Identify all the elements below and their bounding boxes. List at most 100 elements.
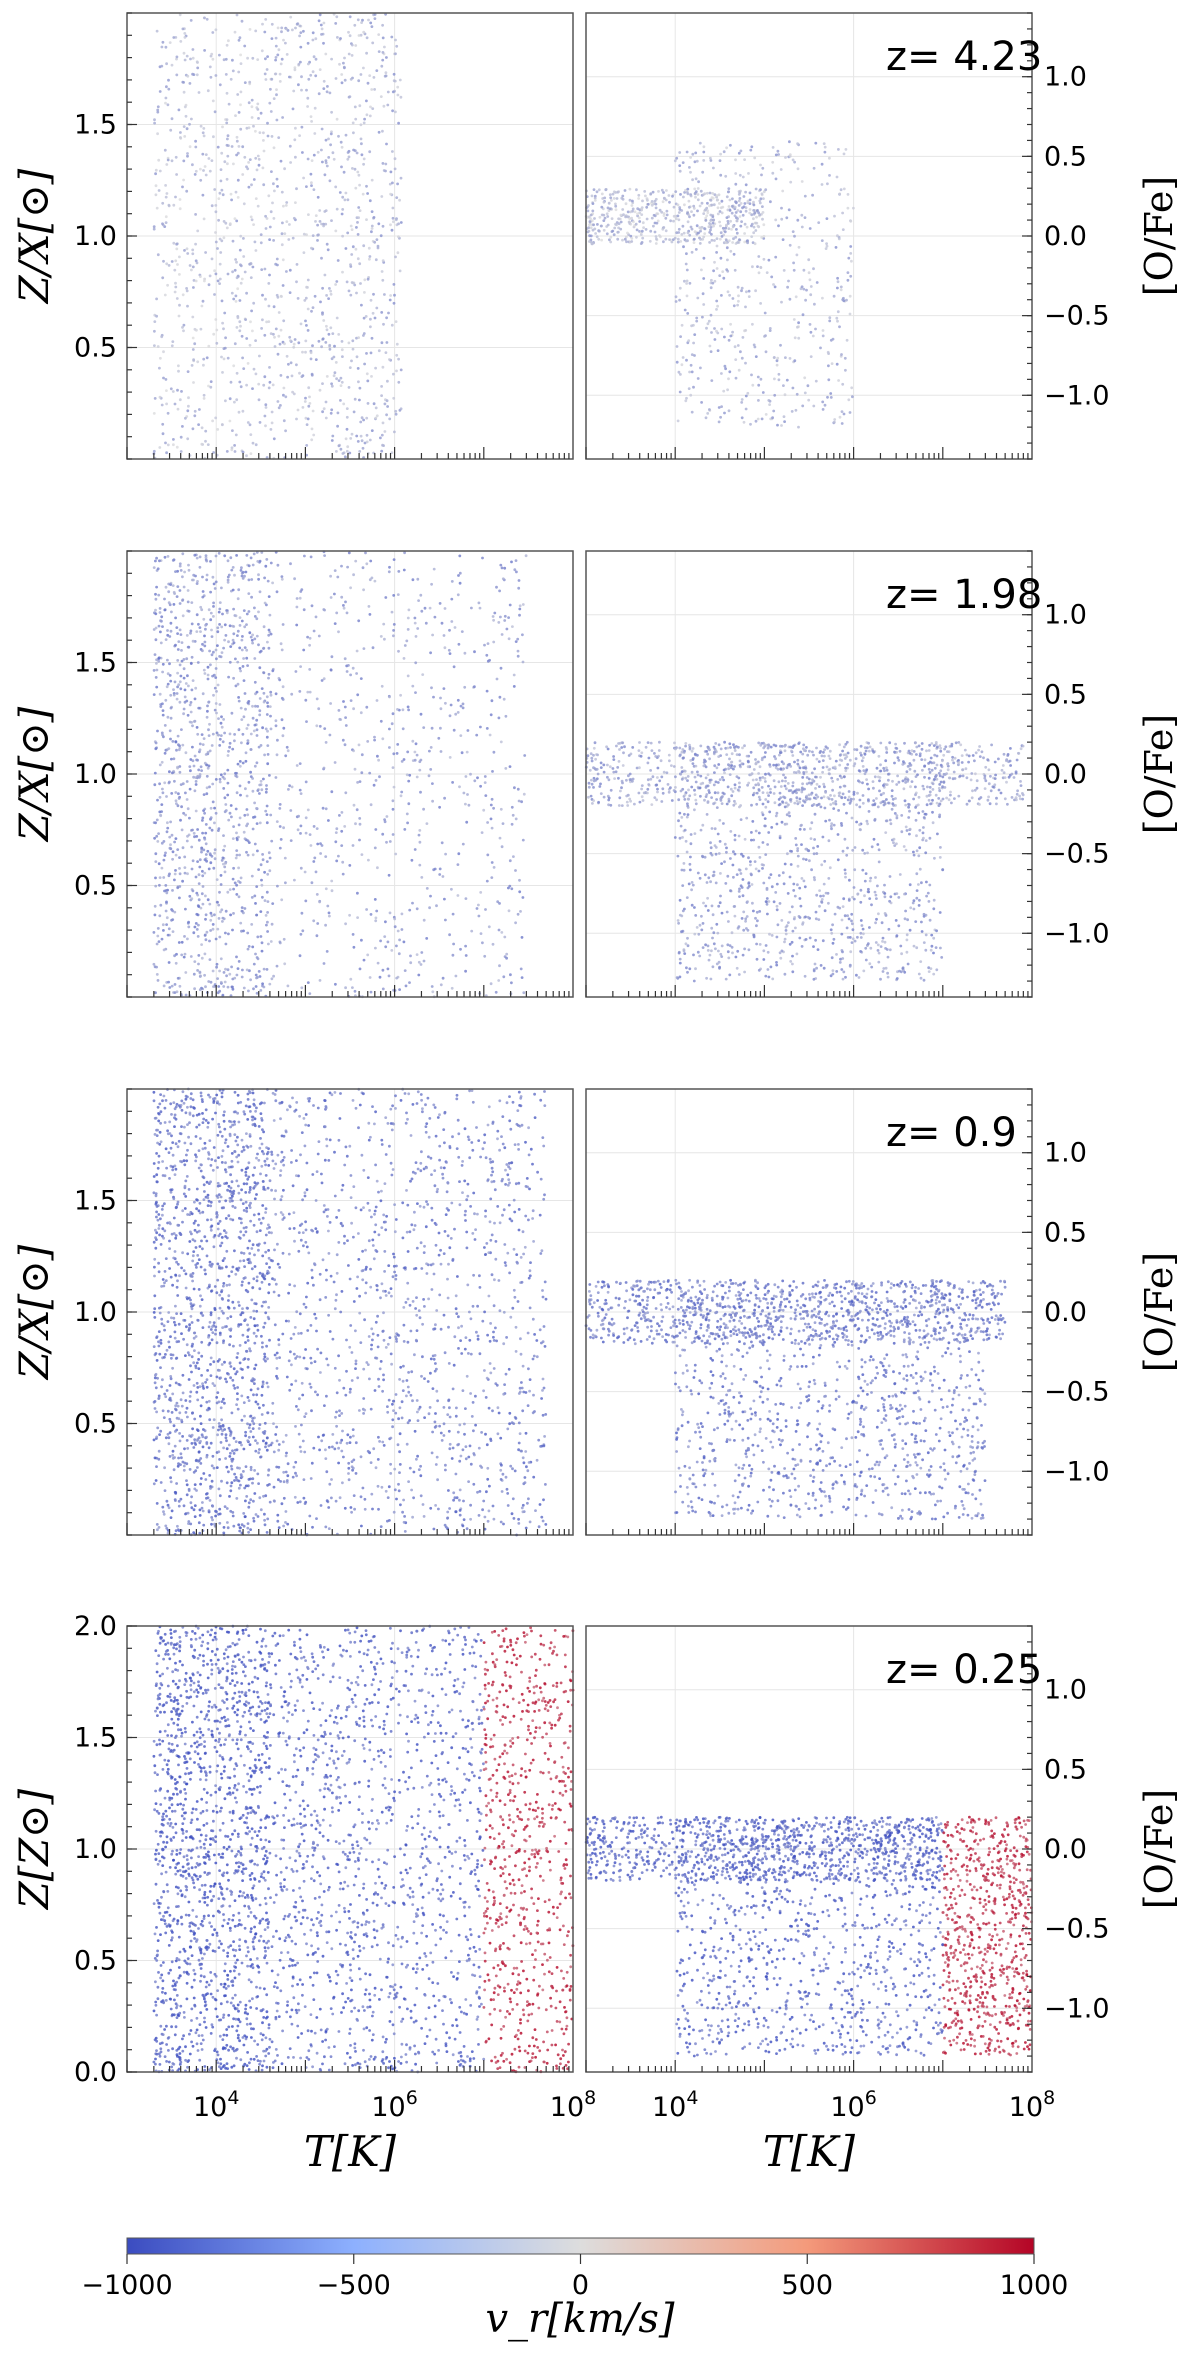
scatter-point xyxy=(396,593,400,596)
scatter-point xyxy=(757,383,761,387)
scatter-point xyxy=(718,274,722,277)
scatter-point xyxy=(224,931,227,935)
scatter-point xyxy=(379,436,382,440)
scatter-point xyxy=(218,935,222,939)
scatter-point xyxy=(195,891,199,895)
scatter-point xyxy=(204,831,208,835)
scatter-point xyxy=(375,238,379,242)
scatter-point xyxy=(698,242,702,245)
scatter-point xyxy=(174,285,178,289)
scatter-point xyxy=(318,724,322,728)
scatter-point xyxy=(431,782,434,785)
scatter-point xyxy=(760,192,764,196)
scatter-point xyxy=(174,616,178,620)
scatter-point xyxy=(344,716,347,719)
scatter-point xyxy=(220,625,224,629)
scatter-point xyxy=(824,247,828,251)
scatter-point xyxy=(202,809,206,812)
scatter-point xyxy=(191,859,195,863)
scatter-point xyxy=(237,699,241,703)
scatter-point xyxy=(586,209,590,213)
scatter-point xyxy=(295,187,298,191)
scatter-point xyxy=(823,150,827,154)
scatter-point xyxy=(200,769,204,772)
scatter-points xyxy=(152,12,403,460)
scatter-point xyxy=(289,562,292,566)
scatter-point xyxy=(365,352,368,355)
scatter-point xyxy=(196,758,200,762)
scatter-point xyxy=(222,236,226,240)
scatter-point xyxy=(618,217,622,221)
scatter-point xyxy=(294,155,297,159)
scatter-point xyxy=(154,676,158,679)
scatter-point xyxy=(219,734,223,737)
scatter-point xyxy=(702,159,706,162)
scatter-point xyxy=(251,265,255,269)
scatter-point xyxy=(399,368,403,372)
scatter-point xyxy=(916,803,920,807)
scatter-point xyxy=(827,364,830,368)
scatter-point xyxy=(345,280,349,284)
scatter-point xyxy=(181,326,184,329)
scatter-point xyxy=(654,235,658,238)
scatter-point xyxy=(340,212,344,216)
scatter-point xyxy=(231,239,235,243)
scatter-point xyxy=(177,364,180,368)
scatter-point xyxy=(635,228,639,232)
scatter-point xyxy=(392,372,395,376)
scatter-point xyxy=(210,52,214,56)
scatter-point xyxy=(847,398,851,402)
scatter-point xyxy=(254,952,257,956)
scatter-point xyxy=(668,238,671,242)
scatter-point xyxy=(393,293,396,297)
scatter-point xyxy=(341,234,344,238)
scatter-point xyxy=(959,743,963,747)
scatter-point xyxy=(358,262,362,266)
scatter-point xyxy=(692,237,696,241)
scatter-point xyxy=(658,234,661,237)
scatter-point xyxy=(272,305,276,309)
scatter-point xyxy=(728,209,732,212)
scatter-point xyxy=(367,605,371,608)
scatter-point xyxy=(178,589,182,592)
scatter-point xyxy=(752,217,755,221)
scatter-point xyxy=(154,597,158,601)
scatter-point xyxy=(204,439,207,443)
scatter-point xyxy=(159,813,163,817)
scatter-point xyxy=(166,821,169,825)
scatter-point xyxy=(734,182,738,186)
scatter-point xyxy=(218,83,222,87)
scatter-point xyxy=(231,69,235,73)
scatter-point xyxy=(237,866,241,870)
scatter-point xyxy=(685,279,689,283)
scatter-point xyxy=(710,238,714,242)
scatter-point xyxy=(207,384,210,388)
scatter-point xyxy=(181,27,185,31)
scatter-point xyxy=(264,424,267,428)
scatter-point xyxy=(602,763,606,767)
scatter-point xyxy=(181,185,184,189)
scatter-point xyxy=(822,795,826,799)
y-tick-label: 1.5 xyxy=(74,110,117,141)
scatter-point xyxy=(248,158,252,162)
scatter-point xyxy=(176,659,180,662)
scatter-point xyxy=(195,328,198,332)
scatter-point xyxy=(805,770,808,774)
scatter-point xyxy=(620,746,624,749)
scatter-point xyxy=(162,350,165,354)
scatter-point xyxy=(381,278,385,282)
scatter-point xyxy=(772,409,776,413)
scatter-point xyxy=(716,212,720,216)
scatter-point xyxy=(491,770,494,773)
scatter-point xyxy=(255,617,259,621)
scatter-point xyxy=(817,221,821,225)
scatter-point xyxy=(205,774,209,778)
scatter-point xyxy=(514,817,518,821)
scatter-point xyxy=(241,732,245,736)
scatter-point xyxy=(274,776,278,779)
scatter-point xyxy=(259,111,263,115)
scatter-point xyxy=(264,790,268,794)
scatter-point xyxy=(186,807,190,811)
scatter-point xyxy=(825,217,829,221)
scatter-point xyxy=(314,37,318,41)
